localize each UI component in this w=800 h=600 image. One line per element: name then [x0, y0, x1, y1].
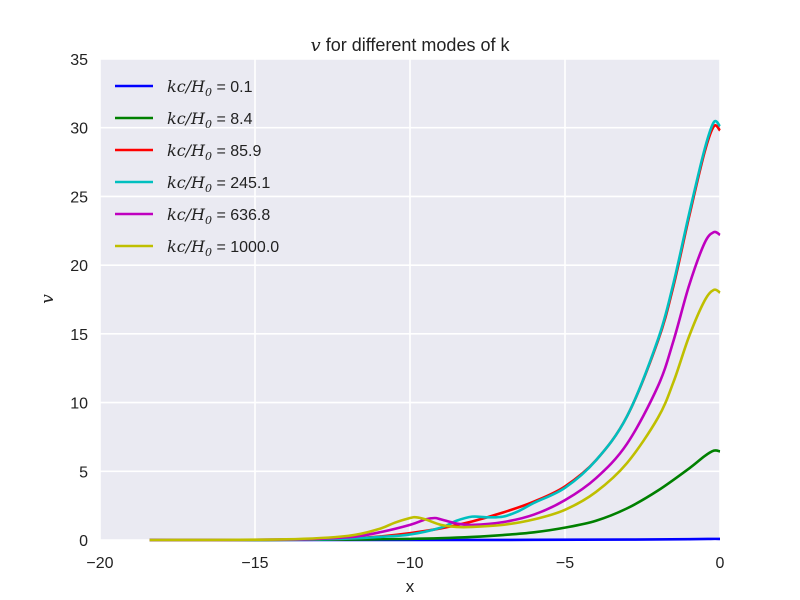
y-tick-label: 20 [70, 258, 88, 275]
y-tick-label: 30 [70, 121, 88, 138]
series-line [149, 119, 721, 542]
x-tick-label: −15 [241, 555, 268, 572]
legend-entry: kc/H0 = 8.4 [167, 109, 253, 131]
grid [99, 58, 721, 541]
x-tick-label: −10 [396, 555, 423, 572]
y-tick-label: 15 [70, 327, 88, 344]
y-tick-label: 5 [79, 464, 88, 481]
legend-entry: kc/H0 = 0.1 [167, 77, 253, 99]
series-line [149, 288, 721, 542]
y-tick-label: 10 [70, 396, 88, 413]
x-tick-label: −5 [556, 555, 574, 572]
x-tick-label: 0 [716, 555, 725, 572]
x-axis-ticks: −20 −15 −10 −5 0 [86, 555, 724, 572]
y-axis-ticks: 0 5 10 15 20 25 30 35 [70, 52, 88, 550]
chart-title-math: v [311, 35, 321, 56]
y-tick-label: 25 [70, 189, 88, 206]
legend-entry: kc/H0 = 245.1 [167, 173, 270, 195]
y-tick-label: 35 [70, 52, 88, 69]
x-tick-label: −20 [86, 555, 113, 572]
legend-entry: kc/H0 = 636.8 [167, 205, 270, 227]
series-lines [149, 119, 721, 542]
x-axis-label: x [406, 577, 415, 596]
legend-entry: kc/H0 = 1000.0 [167, 237, 279, 259]
chart-title: v for different modes of k [311, 35, 511, 56]
legend: kc/H0 = 0.1 kc/H0 = 8.4 kc/H0 = 85.9 kc/H0 … [115, 77, 279, 259]
legend-entry: kc/H0 = 85.9 [167, 141, 261, 163]
y-axis-label: v [38, 294, 58, 304]
chart-title-text: for different modes of k [321, 35, 511, 55]
series-line [149, 230, 721, 542]
y-tick-label: 0 [79, 533, 88, 550]
